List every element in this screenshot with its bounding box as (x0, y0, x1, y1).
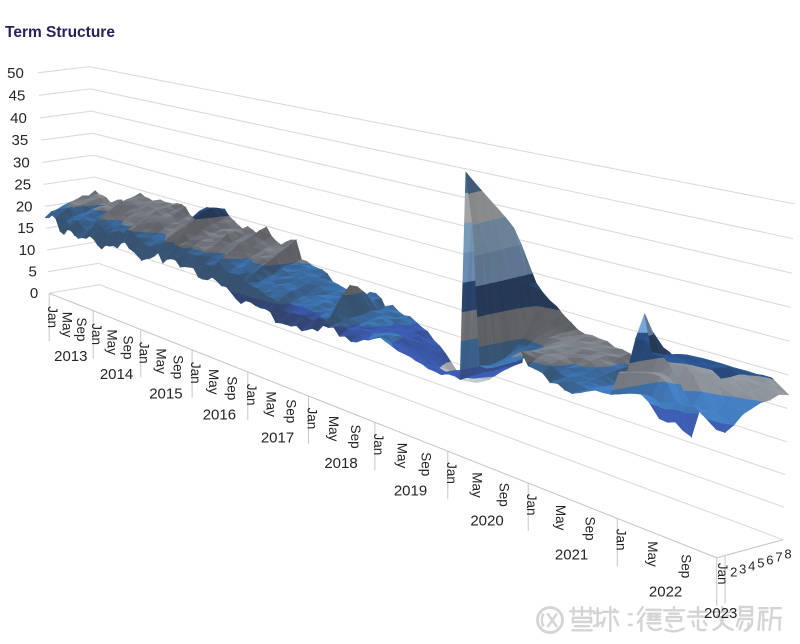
svg-text:30: 30 (13, 154, 30, 171)
svg-text:3: 3 (739, 562, 746, 577)
svg-text:May: May (105, 329, 120, 355)
svg-text:5: 5 (28, 264, 36, 281)
svg-text:Sep: Sep (497, 483, 512, 507)
svg-text:Jan: Jan (45, 306, 60, 328)
svg-text:2: 2 (730, 565, 737, 580)
svg-text:8: 8 (784, 547, 791, 562)
svg-text:May: May (553, 505, 568, 531)
svg-text:Jan: Jan (305, 408, 320, 430)
svg-text:Sep: Sep (171, 355, 186, 379)
svg-text:May: May (395, 443, 410, 469)
svg-text:40: 40 (10, 110, 27, 127)
svg-text:2016: 2016 (203, 407, 236, 424)
svg-text:May: May (264, 391, 279, 417)
svg-text:50: 50 (7, 65, 24, 82)
svg-text:Jan: Jan (89, 323, 104, 345)
svg-text:2014: 2014 (100, 366, 133, 383)
svg-text:2013: 2013 (54, 348, 87, 365)
svg-text:Jan: Jan (613, 529, 628, 551)
svg-text:2017: 2017 (261, 430, 294, 447)
svg-text:Sep: Sep (225, 376, 240, 400)
svg-text:May: May (470, 472, 485, 498)
svg-text:Sep: Sep (74, 318, 89, 342)
svg-text:7: 7 (775, 550, 782, 565)
svg-text:Sep: Sep (121, 336, 136, 360)
svg-text:Jan: Jan (137, 342, 152, 364)
svg-text:2015: 2015 (149, 385, 182, 402)
svg-text:2019: 2019 (394, 482, 427, 499)
svg-text:Sep: Sep (348, 425, 363, 449)
svg-text:35: 35 (12, 132, 29, 149)
svg-text:6: 6 (766, 553, 773, 568)
svg-text:2021: 2021 (555, 546, 588, 563)
svg-text:May: May (153, 348, 168, 374)
svg-text:May: May (206, 369, 221, 395)
svg-text:45: 45 (9, 87, 26, 104)
svg-text:10: 10 (19, 242, 36, 259)
svg-text:Sep: Sep (583, 517, 598, 541)
svg-text:Jan: Jan (188, 362, 203, 384)
svg-text:4: 4 (748, 559, 755, 574)
svg-text:5: 5 (757, 556, 764, 571)
svg-text:Jan: Jan (524, 494, 539, 516)
svg-text:May: May (60, 312, 75, 338)
svg-text:Jan: Jan (371, 434, 386, 456)
svg-text:Jan: Jan (244, 384, 259, 406)
svg-text:0: 0 (30, 285, 38, 302)
svg-text:25: 25 (14, 176, 31, 193)
svg-text:Jan: Jan (444, 462, 459, 484)
svg-text:Jan: Jan (715, 563, 730, 585)
svg-text:2018: 2018 (324, 455, 357, 472)
svg-text:May: May (645, 541, 660, 567)
svg-text:20: 20 (16, 198, 33, 215)
svg-text:15: 15 (17, 220, 34, 237)
svg-text:Term Structure: Term Structure (5, 24, 115, 41)
svg-text:2020: 2020 (470, 513, 503, 530)
svg-text:2022: 2022 (649, 584, 682, 601)
svg-text:Sep: Sep (419, 452, 434, 476)
svg-text:Sep: Sep (678, 554, 693, 578)
svg-text:May: May (326, 416, 341, 442)
svg-text:Sep: Sep (284, 399, 299, 423)
svg-text:2023: 2023 (704, 605, 737, 622)
